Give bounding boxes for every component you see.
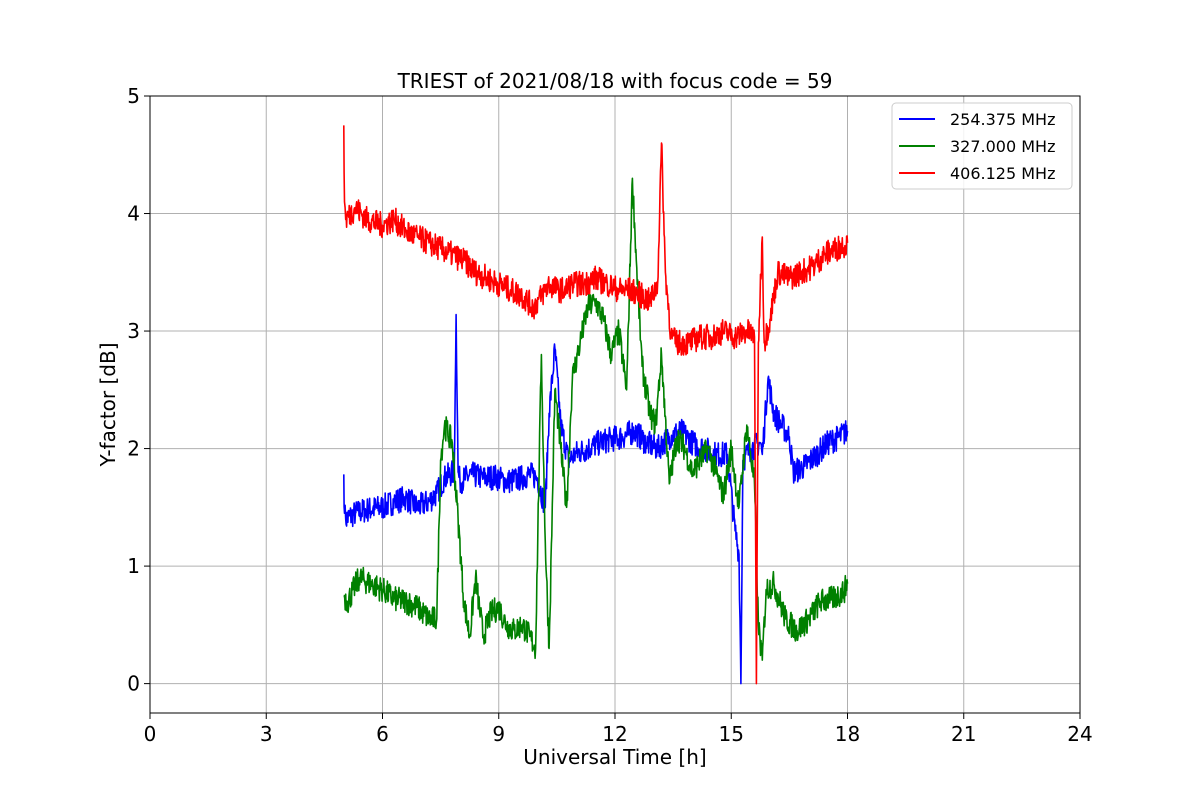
legend-box (891, 102, 1073, 190)
chart-title: TRIEST of 2021/08/18 with focus code = 5… (397, 69, 833, 93)
x-axis-label: Universal Time [h] (523, 745, 706, 769)
x-tick-label: 3 (260, 722, 273, 746)
x-tick-label: 15 (719, 722, 744, 746)
x-tick-label: 21 (951, 722, 976, 746)
legend-label: 327.000 MHz (950, 137, 1055, 156)
y-tick-label: 4 (127, 202, 140, 226)
series-lines (343, 125, 849, 685)
y-tick-label: 3 (127, 319, 140, 343)
x-tick-label: 12 (602, 722, 627, 746)
legend: 254.375 MHz 327.000 MHz 406.125 MHz (891, 102, 1073, 190)
x-tick-label: 9 (492, 722, 505, 746)
y-tick-label: 0 (127, 672, 140, 696)
series-line-1 (343, 313, 849, 685)
y-axis-label: Y-factor [dB] (96, 342, 120, 467)
y-tick-label: 2 (127, 437, 140, 461)
x-tick-label: 18 (835, 722, 860, 746)
x-tick-label: 0 (144, 722, 157, 746)
y-tick-label: 5 (127, 84, 140, 108)
series-line-2 (343, 177, 849, 661)
legend-label: 406.125 MHz (950, 164, 1055, 183)
legend-label: 254.375 MHz (950, 110, 1055, 129)
x-tick-label: 24 (1067, 722, 1092, 746)
y-tick-label: 1 (127, 554, 140, 578)
x-tick-label: 6 (376, 722, 389, 746)
series-line-3 (343, 125, 849, 685)
